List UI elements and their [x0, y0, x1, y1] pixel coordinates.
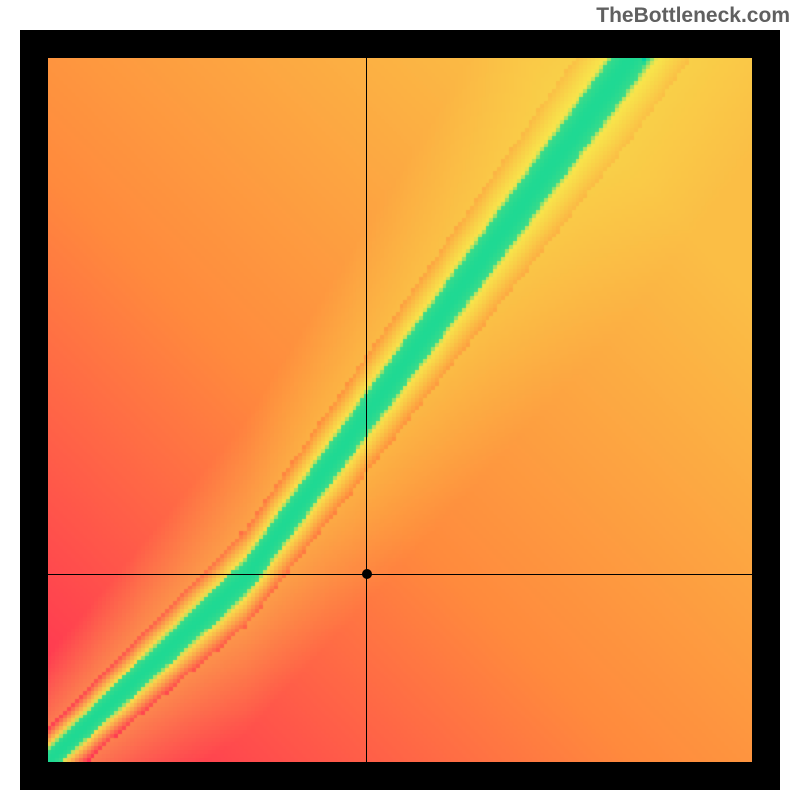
crosshair-horizontal — [48, 574, 752, 575]
watermark-text: TheBottleneck.com — [596, 4, 790, 28]
crosshair-dot — [362, 569, 372, 579]
chart-container: TheBottleneck.com — [0, 0, 800, 800]
heatmap-canvas — [48, 58, 752, 762]
crosshair-vertical — [366, 58, 367, 762]
